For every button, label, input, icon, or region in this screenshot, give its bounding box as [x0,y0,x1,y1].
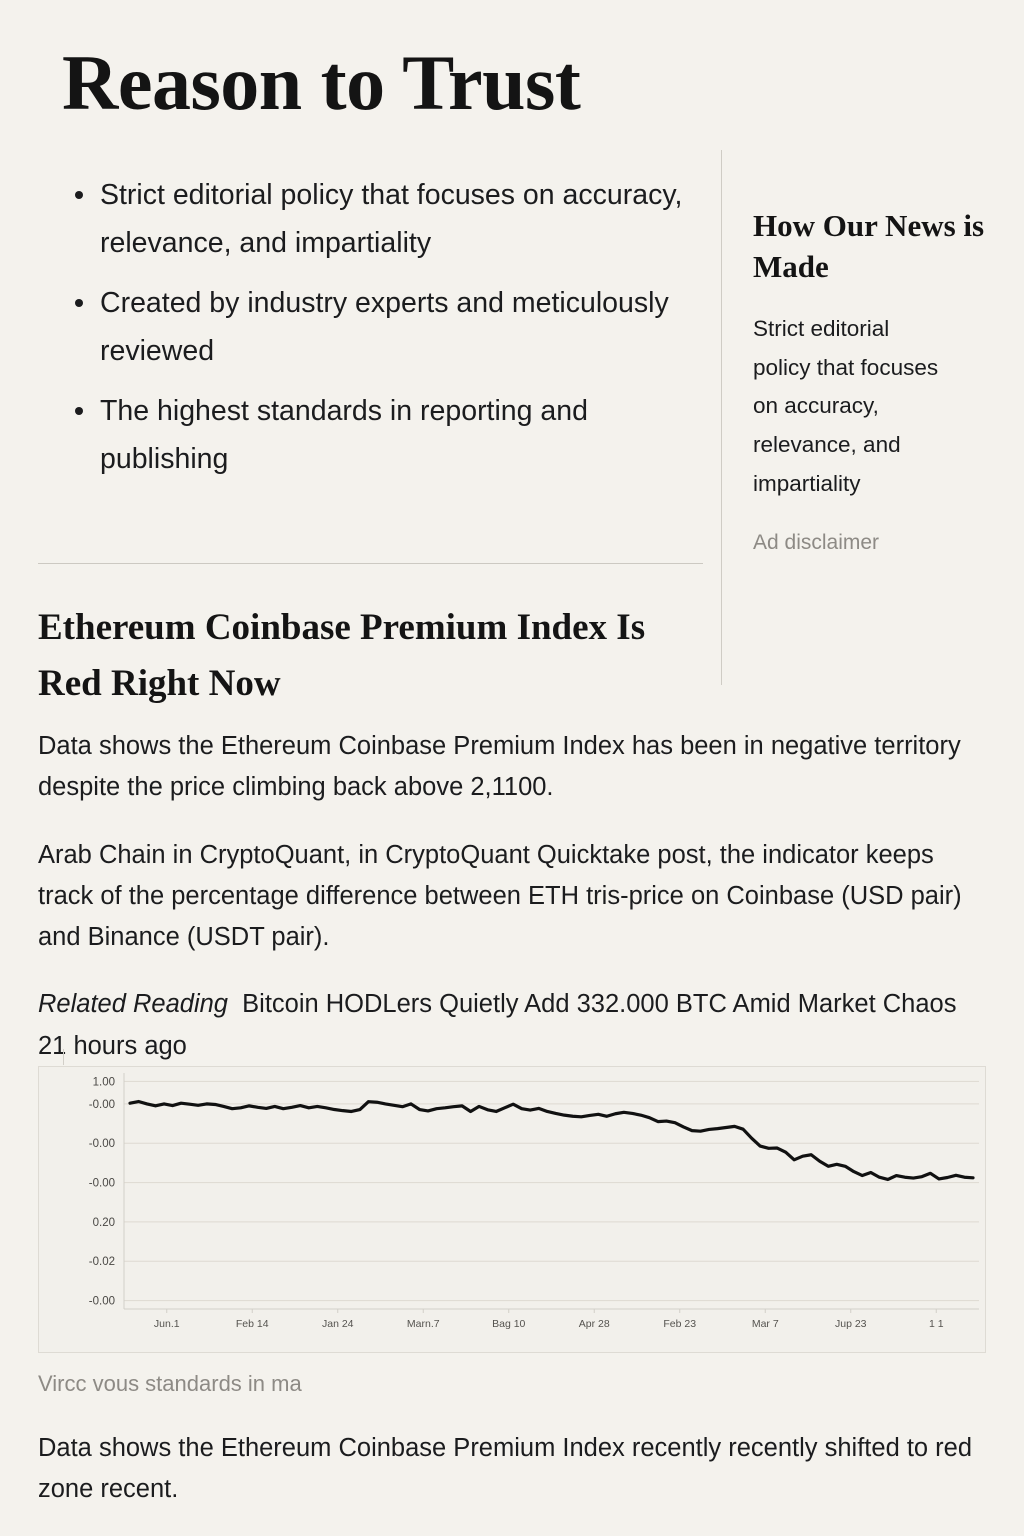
chart-gridlines [124,1080,979,1302]
ad-disclaimer-link[interactable]: Ad disclaimer [753,531,880,555]
svg-text:-0.00: -0.00 [89,1296,115,1308]
how-our-news-is-made-panel: How Our News is Made Strict editorial po… [753,206,998,555]
svg-text:-0.00: -0.00 [89,1138,115,1150]
related-reading-link[interactable]: Bitcoin HODLers Quietly Add 332.000 BTC … [38,990,957,1060]
page-title: Reason to Trust [62,39,581,126]
premium-index-chart[interactable]: 1.00 -0.00 -0.00 -0.00 0.20 -0.02 -0.00 Jun.1 F… [38,1049,986,1353]
svg-text:-0.00: -0.00 [89,1178,115,1190]
article-paragraph-1: Data shows the Ethereum Coinbase Premium… [38,732,961,802]
svg-text:Jan 24: Jan 24 [322,1318,354,1330]
svg-text:-0.02: -0.02 [89,1256,115,1268]
closing-paragraph: Data shows the Ethereum Coinbase Premium… [38,1434,973,1504]
svg-text:Jup 23: Jup 23 [835,1318,867,1330]
horizontal-divider [38,563,700,564]
article-paragraph-2: Arab Chain in CryptoQuant, in CryptoQuan… [38,840,962,952]
svg-text:Jun.1: Jun.1 [154,1318,180,1330]
sidebar-title: How Our News is Made [753,208,985,284]
svg-text:Mar 7: Mar 7 [752,1318,779,1330]
related-reading[interactable]: Related Reading Bitcoin HODLers Quietly … [38,984,982,1067]
list-item: Created by industry experts and meticulo… [75,280,724,375]
list-item: Strict editorial policy that focuses on … [75,172,724,267]
vertical-divider [721,150,722,685]
svg-text:1 1: 1 1 [929,1318,944,1330]
svg-text:Feb 14: Feb 14 [236,1318,269,1330]
chart-x-tick-labels: Jun.1 Feb 14 Jan 24 Marn.7 Bag 10 Apr 28 Feb 2… [154,1318,944,1330]
svg-text:0.20: 0.20 [93,1217,115,1229]
svg-text:Apr 28: Apr 28 [579,1318,610,1330]
related-reading-label: Related Reading [38,990,228,1019]
article-headline: Ethereum Coinbase Premium Index Is Red R… [38,607,646,704]
chart-series-line [128,1099,975,1182]
svg-text:1.00: 1.00 [93,1076,115,1088]
chart-y-tick-labels: 1.00 -0.00 -0.00 -0.00 0.20 -0.02 -0.00 [89,1076,115,1307]
chart-svg: 1.00 -0.00 -0.00 -0.00 0.20 -0.02 -0.00 Jun.1 F… [89,1073,979,1330]
horizontal-divider-stub [692,563,703,564]
chart-caption: Vircc vous standards in ma [38,1371,302,1396]
svg-text:-0.00: -0.00 [89,1099,115,1111]
chart-top-tick [63,1049,64,1065]
chart-x-tick-marks [166,1309,937,1313]
trust-bullet-list: Strict editorial policy that focuses on … [62,172,724,497]
svg-text:Marn.7: Marn.7 [407,1318,440,1330]
article-body: Data shows the Ethereum Coinbase Premium… [38,726,982,1093]
sidebar-body-text: Strict editorial policy that focuses on … [753,315,939,496]
svg-text:Bag 10: Bag 10 [492,1318,525,1330]
svg-text:Feb 23: Feb 23 [663,1318,696,1330]
list-item: The highest standards in reporting and p… [75,388,724,483]
